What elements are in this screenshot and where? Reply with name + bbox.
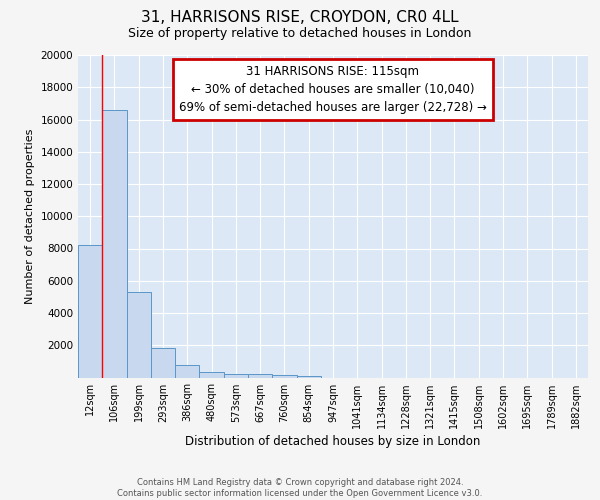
Bar bbox=[102, 110, 127, 378]
Bar bbox=[224, 374, 248, 378]
Y-axis label: Number of detached properties: Number of detached properties bbox=[25, 128, 35, 304]
Bar bbox=[175, 366, 199, 378]
Text: 31, HARRISONS RISE, CROYDON, CR0 4LL: 31, HARRISONS RISE, CROYDON, CR0 4LL bbox=[141, 10, 459, 25]
Bar bbox=[199, 372, 224, 378]
Bar bbox=[272, 375, 296, 378]
Text: 31 HARRISONS RISE: 115sqm
← 30% of detached houses are smaller (10,040)
69% of s: 31 HARRISONS RISE: 115sqm ← 30% of detac… bbox=[179, 64, 487, 114]
Bar bbox=[296, 376, 321, 378]
Bar bbox=[248, 374, 272, 378]
Bar bbox=[78, 246, 102, 378]
Bar bbox=[151, 348, 175, 378]
Bar bbox=[127, 292, 151, 378]
Text: Size of property relative to detached houses in London: Size of property relative to detached ho… bbox=[128, 28, 472, 40]
Text: Contains HM Land Registry data © Crown copyright and database right 2024.
Contai: Contains HM Land Registry data © Crown c… bbox=[118, 478, 482, 498]
X-axis label: Distribution of detached houses by size in London: Distribution of detached houses by size … bbox=[185, 435, 481, 448]
